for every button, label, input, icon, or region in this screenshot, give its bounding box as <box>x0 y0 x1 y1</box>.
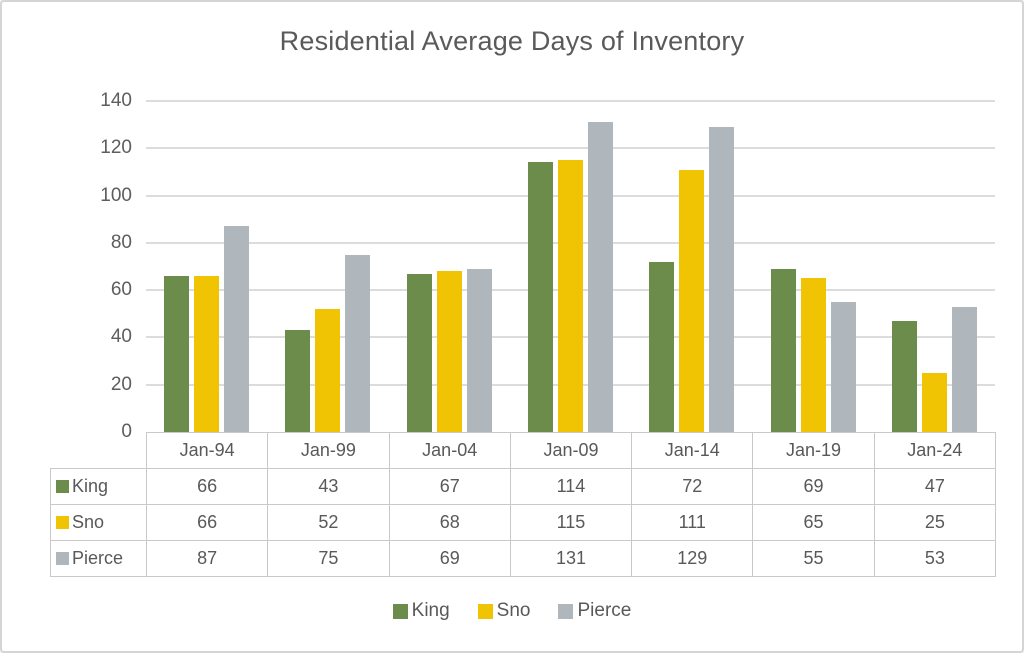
cell-sno-Jan-19: 65 <box>752 504 875 541</box>
bar-pierce-Jan-24 <box>951 307 977 432</box>
cell-king-Jan-09: 114 <box>509 468 633 505</box>
y-tick-label: 120 <box>100 137 132 159</box>
bar-sno-Jan-09 <box>557 160 583 432</box>
cell-sno-Jan-24: 25 <box>873 504 996 541</box>
table-header-Jan-99: Jan-99 <box>267 432 390 469</box>
cell-pierce-Jan-24: 53 <box>873 540 996 577</box>
row-label-king: King <box>50 468 147 505</box>
cell-sno-Jan-09: 115 <box>509 504 633 541</box>
bar-king-Jan-19 <box>770 269 796 432</box>
bar-pierce-Jan-04 <box>466 269 492 432</box>
y-tick-label: 20 <box>110 373 132 395</box>
table-corner-cell <box>50 432 147 469</box>
table-row-pierce: Pierce 87 75 69 131 129 55 53 <box>50 540 996 577</box>
y-tick-label: 40 <box>110 326 132 348</box>
bar-sno-Jan-04 <box>436 271 462 432</box>
bar-group-Jan-04 <box>389 101 510 432</box>
legend-swatch-icon <box>477 603 493 619</box>
legend-label: King <box>411 600 450 621</box>
bar-king-Jan-04 <box>406 274 432 432</box>
table-header-Jan-24: Jan-24 <box>873 432 996 469</box>
bar-king-Jan-94 <box>164 276 190 432</box>
cell-king-Jan-04: 67 <box>388 468 511 505</box>
bar-pierce-Jan-14 <box>709 127 735 432</box>
bar-group-Jan-19 <box>752 101 873 432</box>
legend-item-sno: Sno <box>477 600 531 622</box>
y-tick-label: 60 <box>110 279 132 301</box>
cell-sno-Jan-94: 66 <box>145 504 269 541</box>
y-tick-label: 80 <box>110 231 132 253</box>
bar-sno-Jan-14 <box>679 170 705 432</box>
cell-pierce-Jan-09: 131 <box>509 540 633 577</box>
cell-pierce-Jan-04: 69 <box>388 540 511 577</box>
bar-group-Jan-14 <box>631 101 752 432</box>
bar-pierce-Jan-09 <box>587 122 613 432</box>
table-row-king: King 66 43 67 114 72 69 47 <box>50 468 996 505</box>
legend-item-king: King <box>392 600 450 622</box>
table-row-sno: Sno 66 52 68 115 111 65 25 <box>50 504 996 541</box>
y-axis: 0 20 40 60 80 100 120 140 <box>58 90 132 442</box>
bar-group-Jan-94 <box>146 101 267 432</box>
table-header-Jan-94: Jan-94 <box>145 432 269 469</box>
bar-sno-Jan-94 <box>194 276 220 432</box>
table-header-Jan-09: Jan-09 <box>509 432 633 469</box>
series-swatch-icon <box>56 516 69 529</box>
legend-swatch-icon <box>392 603 408 619</box>
cell-sno-Jan-04: 68 <box>388 504 511 541</box>
cell-king-Jan-24: 47 <box>873 468 996 505</box>
table-header-Jan-19: Jan-19 <box>752 432 875 469</box>
legend-item-pierce: Pierce <box>558 600 631 622</box>
bar-king-Jan-14 <box>649 262 675 432</box>
bar-group-Jan-99 <box>267 101 388 432</box>
cell-king-Jan-19: 69 <box>752 468 875 505</box>
cell-pierce-Jan-94: 87 <box>145 540 269 577</box>
bar-king-Jan-24 <box>891 321 917 432</box>
y-tick-label: 0 <box>121 421 132 442</box>
table-header-Jan-14: Jan-14 <box>631 432 754 469</box>
bar-pierce-Jan-94 <box>224 226 250 432</box>
bar-sno-Jan-99 <box>315 309 341 432</box>
plot-area <box>146 100 995 432</box>
table-header-row: Jan-94 Jan-99 Jan-04 Jan-09 Jan-14 Jan-19 Jan-… <box>50 432 996 469</box>
chart-data-table: Jan-94 Jan-99 Jan-04 Jan-09 Jan-14 Jan-19 Jan-… <box>50 432 996 577</box>
bar-sno-Jan-24 <box>921 373 947 432</box>
legend-swatch-icon <box>558 603 574 619</box>
legend-label: Pierce <box>577 600 632 621</box>
chart-legend: King Sno Pierce <box>2 600 1022 622</box>
cell-king-Jan-94: 66 <box>145 468 269 505</box>
table-header-Jan-04: Jan-04 <box>388 432 511 469</box>
bar-king-Jan-09 <box>527 162 553 432</box>
bar-king-Jan-99 <box>285 330 311 432</box>
gridline-y140 <box>146 100 995 102</box>
series-swatch-icon <box>56 480 69 493</box>
bar-pierce-Jan-99 <box>345 255 371 432</box>
series-swatch-icon <box>56 552 69 565</box>
cell-sno-Jan-99: 52 <box>267 504 390 541</box>
legend-label: Sno <box>496 600 531 621</box>
row-label-sno: Sno <box>50 504 147 541</box>
cell-pierce-Jan-99: 75 <box>267 540 390 577</box>
cell-pierce-Jan-19: 55 <box>752 540 875 577</box>
cell-king-Jan-14: 72 <box>631 468 754 505</box>
bar-sno-Jan-19 <box>800 278 826 432</box>
bar-group-Jan-24 <box>874 101 995 432</box>
cell-sno-Jan-14: 111 <box>631 504 754 541</box>
y-tick-label: 140 <box>100 90 132 111</box>
cell-pierce-Jan-14: 129 <box>631 540 754 577</box>
cell-king-Jan-99: 43 <box>267 468 390 505</box>
bar-group-Jan-09 <box>510 101 631 432</box>
y-tick-label: 100 <box>100 184 132 206</box>
chart-title: Residential Average Days of Inventory <box>279 26 745 56</box>
gridline-y120 <box>146 147 995 150</box>
bar-pierce-Jan-19 <box>830 302 856 432</box>
row-label-pierce: Pierce <box>50 540 147 577</box>
